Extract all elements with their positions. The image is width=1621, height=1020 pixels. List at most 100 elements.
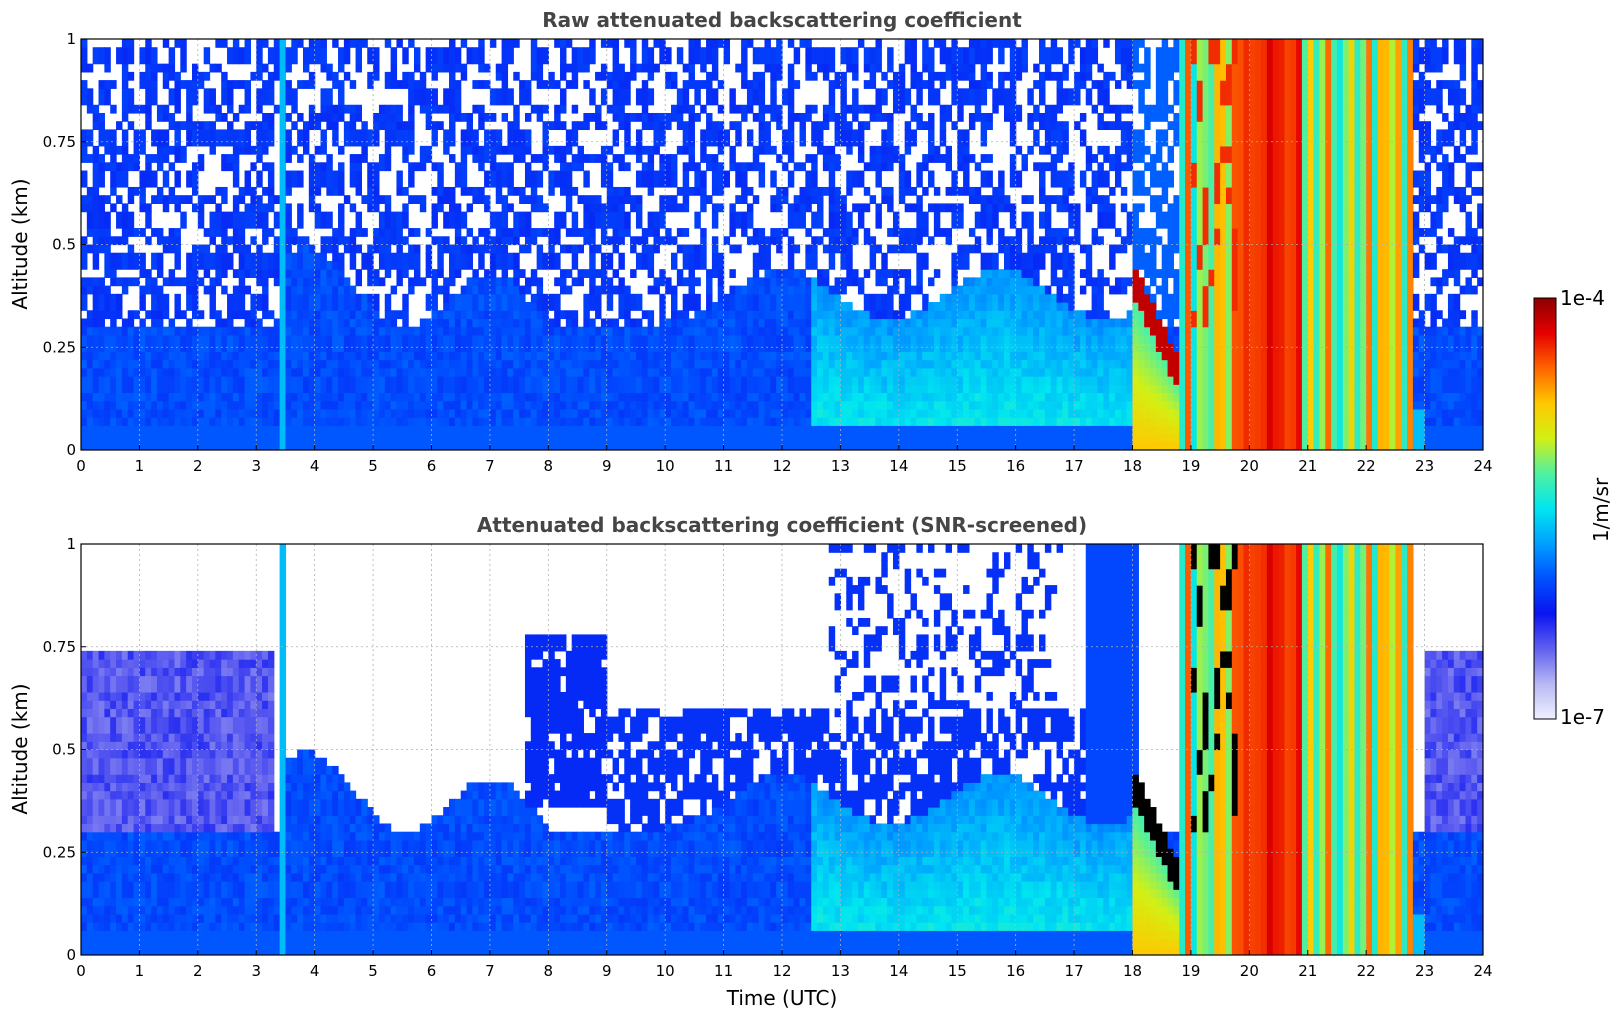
heatmap-cell (250, 384, 257, 394)
heatmap-cell (799, 112, 806, 122)
heatmap-cell (782, 392, 789, 402)
heatmap-cell (641, 178, 649, 188)
heatmap-cell (758, 367, 766, 377)
heatmap-cell (635, 359, 643, 369)
heatmap-cell (314, 186, 322, 196)
heatmap-cell (776, 351, 783, 361)
heatmap-cell (840, 408, 847, 418)
heatmap-cell (583, 170, 590, 180)
heatmap-cell (729, 433, 736, 443)
heatmap-cell (238, 326, 246, 336)
heatmap-cell (589, 359, 596, 369)
heatmap-cell (98, 195, 105, 204)
heatmap-cell (776, 71, 783, 81)
heatmap-cell (215, 384, 222, 394)
heatmap-cell (127, 71, 135, 81)
heatmap-cell (127, 162, 135, 172)
heatmap-cell (291, 334, 298, 344)
heatmap-cell (577, 195, 584, 204)
heatmap-cell (641, 244, 649, 254)
heatmap-cell (554, 154, 561, 163)
heatmap-cell (408, 334, 415, 344)
heatmap-cell (180, 334, 187, 344)
heatmap-cell (86, 244, 94, 254)
heatmap-cell (688, 129, 695, 139)
heatmap-cell (869, 145, 877, 155)
heatmap-cell (349, 178, 357, 188)
heatmap-cell (782, 408, 789, 418)
heatmap-cell (355, 293, 362, 303)
heatmap-cell (711, 96, 719, 106)
heatmap-cell (764, 39, 771, 48)
heatmap-cell (560, 39, 567, 48)
heatmap-cell (746, 285, 754, 295)
heatmap-cell (618, 162, 625, 172)
heatmap-cell (501, 359, 509, 369)
heatmap-cell (86, 219, 94, 229)
heatmap-cell (332, 334, 339, 344)
heatmap-cell (449, 55, 456, 65)
heatmap-cell (355, 334, 362, 344)
heatmap-cell (203, 334, 211, 344)
heatmap-cell (460, 236, 468, 246)
heatmap-cell (776, 236, 783, 246)
heatmap-cell (156, 162, 164, 172)
heatmap-cell (92, 170, 100, 180)
heatmap-cell (741, 343, 748, 352)
heatmap-cell (81, 334, 88, 344)
heatmap-cell (694, 302, 701, 311)
heatmap-cell (232, 376, 240, 385)
heatmap-cell (536, 302, 544, 311)
heatmap-cell (384, 154, 392, 163)
heatmap-cell (554, 219, 561, 229)
heatmap-cell (209, 367, 216, 377)
heatmap-cell (279, 71, 287, 81)
heatmap-cell (191, 162, 199, 172)
heatmap-cell (641, 408, 649, 418)
heatmap-cell (676, 417, 684, 426)
heatmap-cell (308, 367, 316, 377)
heatmap-cell (764, 104, 771, 114)
heatmap-cell (828, 285, 836, 295)
heatmap-cell (863, 269, 871, 278)
heatmap-cell (828, 178, 836, 188)
heatmap-cell (343, 334, 351, 344)
heatmap-cell (776, 334, 783, 344)
heatmap-cell (98, 154, 105, 163)
heatmap-cell (431, 351, 438, 361)
heatmap-cell (583, 302, 590, 311)
heatmap-cell (729, 285, 736, 295)
heatmap-cell (408, 351, 415, 361)
heatmap-cell (828, 219, 836, 229)
heatmap-cell (256, 417, 263, 426)
heatmap-cell (408, 104, 415, 114)
heatmap-cell (741, 219, 748, 229)
heatmap-cell (180, 211, 187, 221)
heatmap-cell (413, 277, 421, 287)
heatmap-cell (127, 260, 135, 270)
heatmap-cell (834, 129, 842, 139)
heatmap-cell (811, 195, 818, 204)
heatmap-cell (554, 145, 561, 155)
heatmap-cell (384, 293, 392, 303)
heatmap-cell (98, 359, 105, 369)
heatmap-cell (104, 269, 111, 278)
heatmap-cell (507, 326, 514, 336)
heatmap-cell (764, 417, 771, 426)
heatmap-cell (519, 244, 526, 254)
heatmap-cell (887, 334, 894, 344)
heatmap-cell (343, 400, 351, 410)
heatmap-cell (489, 359, 497, 369)
heatmap-cell (659, 121, 666, 131)
heatmap-cell (390, 425, 398, 435)
heatmap-cell (133, 417, 141, 426)
heatmap-cell (571, 326, 579, 336)
heatmap-cell (338, 145, 345, 155)
heatmap-cell (881, 277, 888, 287)
heatmap-cell (209, 252, 216, 262)
heatmap-cell (746, 302, 754, 311)
heatmap-cell (507, 351, 514, 361)
heatmap-cell (706, 351, 713, 361)
heatmap-cell (472, 425, 479, 435)
heatmap-cell (478, 400, 485, 410)
